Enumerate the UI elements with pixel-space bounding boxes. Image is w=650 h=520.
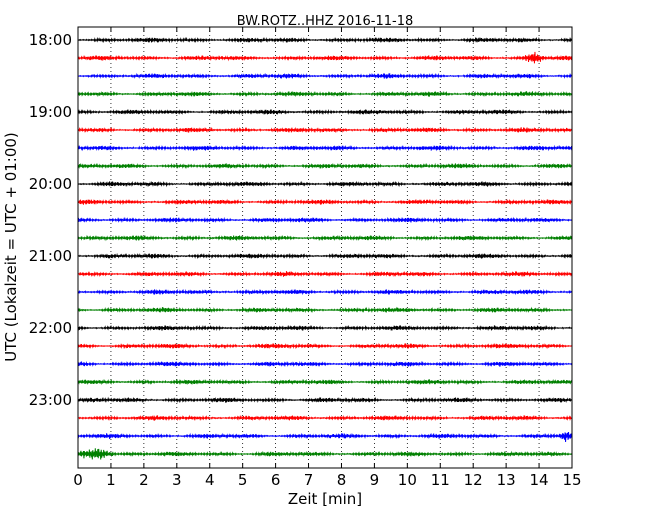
- grid-lines: [110, 27, 540, 468]
- seismogram-traces: [77, 36, 573, 460]
- seismogram-trace: [77, 216, 573, 224]
- seismogram-trace: [77, 72, 573, 80]
- x-tick-label: 3: [172, 471, 182, 489]
- x-tick-label: 1: [106, 471, 116, 489]
- seismogram-trace: [77, 360, 573, 368]
- x-tick-label: 13: [497, 471, 516, 489]
- x-tick-label: 5: [238, 471, 248, 489]
- seismogram-trace: [77, 180, 573, 188]
- x-tick-label: 10: [398, 471, 417, 489]
- seismogram-trace: [77, 342, 573, 350]
- x-axis-label: Zeit [min]: [288, 490, 362, 508]
- x-tick-label: 14: [530, 471, 549, 489]
- seismogram-trace: [77, 51, 573, 64]
- y-tick-label: 19:00: [29, 103, 72, 121]
- seismogram-trace: [77, 36, 573, 44]
- x-tick-label: 8: [337, 471, 347, 489]
- x-tick-label: 6: [271, 471, 281, 489]
- x-tick-label: 0: [73, 471, 83, 489]
- seismogram-trace: [77, 414, 573, 422]
- seismogram-trace: [77, 396, 573, 404]
- x-tick-label: 7: [304, 471, 314, 489]
- chart-title: BW.ROTZ..HHZ 2016-11-18: [237, 14, 413, 29]
- seismogram-trace: [78, 162, 573, 170]
- x-tick-label: 4: [205, 471, 215, 489]
- x-tick-label: 2: [139, 471, 149, 489]
- y-tick-label: 22:00: [29, 319, 72, 337]
- x-tick-label: 12: [464, 471, 483, 489]
- seismogram-trace: [77, 198, 573, 206]
- seismogram-trace: [77, 144, 573, 152]
- plot-frame: [77, 26, 573, 469]
- seismogram-trace: [77, 378, 573, 386]
- seismogram-trace: [77, 90, 573, 98]
- y-tick-label: 21:00: [29, 247, 72, 265]
- seismogram-trace: [77, 252, 573, 260]
- seismogram-trace: [78, 126, 573, 134]
- y-tick-label: 20:00: [29, 175, 72, 193]
- x-tick-label: 11: [431, 471, 450, 489]
- seismogram-trace: [77, 324, 573, 332]
- seismogram-trace: [77, 432, 573, 442]
- y-tick-label: 23:00: [29, 391, 72, 409]
- seismogram-trace: [77, 270, 573, 278]
- y-tick-label: 18:00: [29, 31, 72, 49]
- x-axis-ticks: 0 1 2 3 4 5 6 7 8 9 10 11 12 13 14 15: [73, 27, 582, 489]
- seismogram-trace: [77, 108, 573, 116]
- seismogram-trace: [77, 306, 573, 314]
- y-axis-label: UTC (Lokalzeit = UTC + 01:00): [2, 132, 20, 362]
- seismogram-trace: [77, 448, 573, 460]
- x-tick-label: 9: [370, 471, 380, 489]
- x-tick-label: 15: [562, 471, 581, 489]
- seismogram-trace: [77, 234, 573, 242]
- seismogram-trace: [77, 288, 573, 296]
- y-axis-ticks: 18:00 19:00 20:00 21:00 22:00 23:00: [29, 31, 572, 409]
